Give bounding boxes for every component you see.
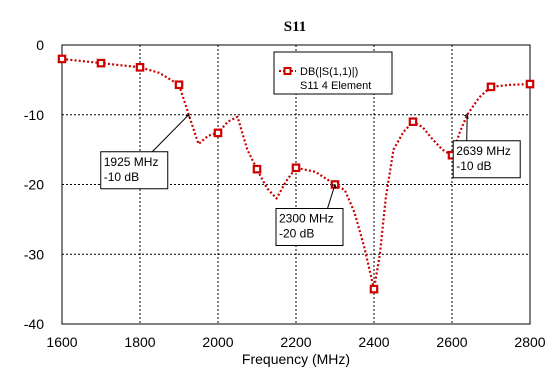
plot-frame (61, 44, 531, 325)
annotation-arrowhead (331, 183, 337, 189)
x-tick-label: 1800 (124, 334, 155, 350)
legend-box (273, 51, 393, 95)
x-tick-label: 2400 (358, 334, 389, 350)
annotation-pointer (466, 114, 468, 141)
annotation-text: 1925 MHz (104, 155, 159, 169)
y-axis-ticks: 0 -10 -20 -30 -40 (24, 37, 44, 332)
marker-annotation: 2639 MHz-10 dB (452, 114, 521, 179)
series-line (61, 57, 531, 291)
x-axis-ticks: 1600 1800 2000 2200 2400 2600 2800 (46, 334, 545, 350)
legend-swatch-marker (283, 67, 292, 75)
data-point-marker (369, 284, 379, 294)
annotation-arrowhead (464, 114, 469, 119)
data-point-marker (96, 58, 106, 68)
x-tick-label: 1600 (46, 334, 77, 350)
annotation-pointer (327, 184, 336, 209)
annotation-text: -20 dB (279, 227, 314, 241)
annotation-text: 2639 MHz (456, 144, 511, 158)
annotation-box (100, 151, 169, 190)
data-point-marker (57, 54, 67, 64)
series-layer (57, 54, 535, 294)
data-point-marker (252, 164, 262, 174)
x-tick-label: 2800 (514, 334, 545, 350)
data-point-marker (213, 128, 223, 138)
legend: DB(|S(1,1)|) S11 4 Element (273, 51, 393, 95)
data-point-marker (135, 63, 145, 72)
y-tick-label: -20 (24, 177, 44, 193)
x-axis-label: Frequency (MHz) (242, 351, 350, 367)
annotation-box (275, 208, 344, 246)
data-point-marker (174, 80, 184, 90)
x-tick-label: 2600 (436, 334, 467, 350)
annotation-text: 2300 MHz (279, 212, 334, 226)
annotation-box (452, 140, 521, 179)
y-tick-label: -10 (24, 107, 44, 123)
marker-annotation: 2300 MHz-20 dB (275, 183, 344, 246)
legend-entry-subtitle: S11 4 Element (300, 80, 371, 92)
marker-annotation: 1925 MHz-10 dB (100, 114, 191, 190)
legend-entry-series: DB(|S(1,1)|) (300, 66, 358, 78)
y-tick-label: -30 (24, 246, 44, 262)
annotation-arrowhead (185, 114, 191, 119)
data-point-marker (408, 117, 418, 127)
y-tick-label: -40 (24, 316, 44, 332)
y-tick-label: 0 (36, 37, 44, 53)
annotation-pointer (151, 114, 190, 153)
chart-title: S11 (284, 19, 307, 35)
x-tick-label: 2200 (280, 334, 311, 350)
data-point-marker (486, 82, 496, 92)
annotation-text: -10 dB (456, 159, 491, 173)
x-tick-label: 2000 (202, 334, 233, 350)
data-point-marker (291, 163, 301, 173)
data-point-marker (525, 79, 535, 89)
annotation-text: -10 dB (104, 170, 139, 184)
